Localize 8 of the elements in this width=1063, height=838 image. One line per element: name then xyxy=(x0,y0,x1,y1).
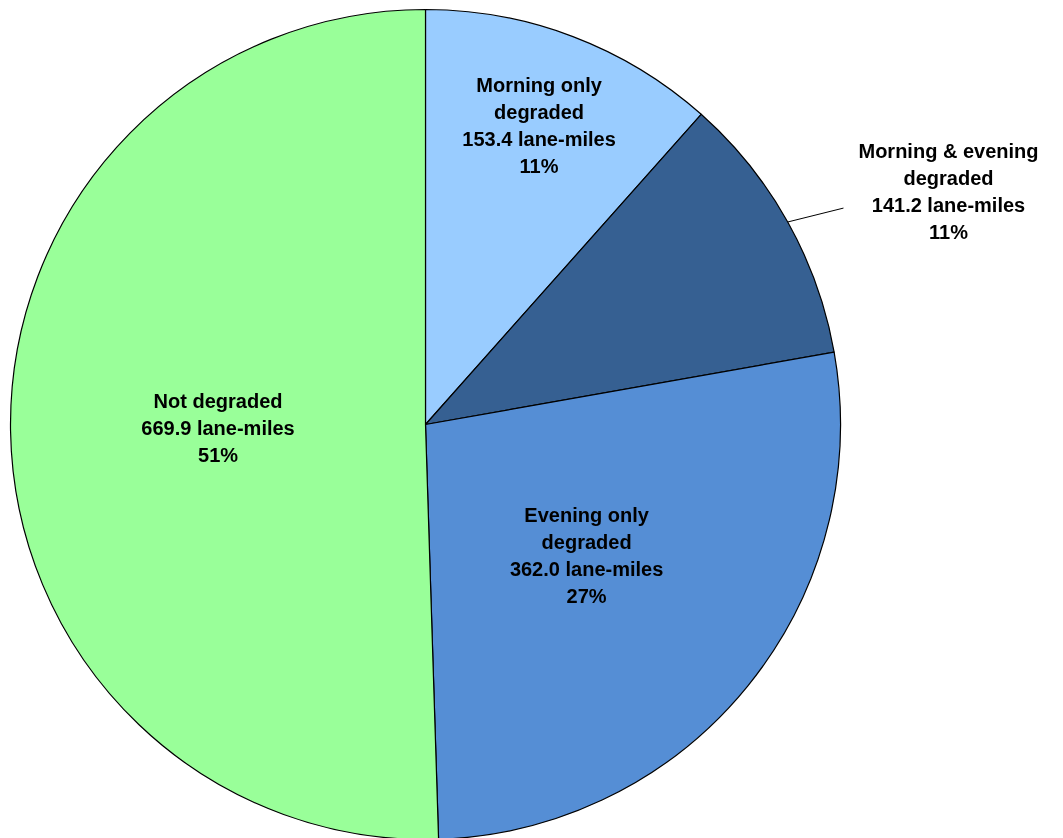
data-label: 669.9 lane-miles 51% xyxy=(141,416,295,466)
slice-label: Morning & evening degraded xyxy=(858,139,1039,189)
slice-label: Morning only degraded xyxy=(476,74,603,124)
data-label: 362.0 lane-miles 27% xyxy=(509,557,664,607)
slice-label: Evening only degraded xyxy=(524,503,650,553)
data-label: 153.4 lane-miles 11% xyxy=(462,128,616,178)
data-label: 141.2 lane-miles 11% xyxy=(871,193,1026,243)
slice-label: Not degraded xyxy=(153,389,283,412)
